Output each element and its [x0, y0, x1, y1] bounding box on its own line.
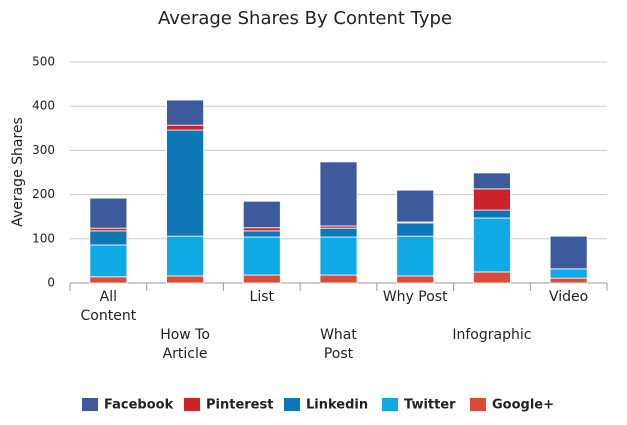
x-tick-label: Infographic	[452, 327, 532, 343]
y-tick-label: 0	[47, 276, 55, 290]
bar-segment	[473, 209, 511, 219]
y-axis-label: Average Shares	[10, 117, 26, 227]
y-tick-label: 300	[32, 143, 55, 157]
legend-swatch	[284, 398, 300, 411]
bar-segment	[319, 274, 358, 284]
bar-segment	[473, 271, 511, 284]
bar-segment	[166, 129, 204, 237]
bar-segment	[473, 217, 511, 273]
bar-segment	[242, 200, 281, 229]
legend-swatch	[82, 398, 98, 411]
legend-label: Twitter	[404, 398, 456, 413]
legend-label: Facebook	[104, 398, 174, 413]
bar-segment	[396, 275, 435, 284]
y-tick-label: 400	[32, 99, 55, 113]
bar-segment	[319, 227, 358, 238]
bar-segment	[549, 268, 588, 279]
bar-segment	[396, 235, 435, 277]
x-tick-label: List	[249, 289, 275, 305]
legend-label: Pinterest	[206, 398, 273, 413]
bar-segment	[242, 236, 281, 276]
bar-segment	[396, 222, 435, 237]
bar-segment	[549, 277, 588, 284]
bar-segment	[473, 172, 511, 190]
bar-segment	[166, 124, 204, 131]
bar-segment	[396, 189, 435, 223]
x-tick-label: Why Post	[382, 289, 448, 305]
chart-title: Average Shares By Content Type	[158, 8, 452, 29]
legend-label: Google+	[492, 398, 554, 413]
bar-segment	[89, 230, 128, 246]
y-tick-label: 200	[32, 187, 55, 201]
bar-segment	[89, 197, 128, 229]
bar-segment	[166, 275, 204, 284]
legend-label: Linkedin	[306, 398, 368, 413]
legend-swatch	[184, 398, 200, 411]
bar-segment	[319, 161, 358, 227]
legend-swatch	[470, 398, 486, 411]
y-tick-label: 100	[32, 231, 55, 245]
bar-segment	[89, 276, 128, 284]
y-tick-label: 500	[32, 55, 55, 69]
x-tick-label: Video	[549, 289, 589, 305]
bar-segment	[242, 227, 281, 232]
bar-segment	[89, 244, 128, 278]
bar-segment	[242, 230, 281, 238]
bar-segment	[549, 235, 588, 270]
x-tick-label: How To Article	[160, 327, 210, 362]
bar-segment	[166, 235, 204, 277]
x-tick-label: All Content	[80, 289, 137, 324]
legend-swatch	[382, 398, 398, 411]
x-tick-label: What Post	[320, 327, 357, 362]
bar-segment	[166, 99, 204, 126]
bar-segment	[319, 236, 358, 276]
bar-segment	[473, 188, 511, 211]
bar-segment	[242, 274, 281, 284]
